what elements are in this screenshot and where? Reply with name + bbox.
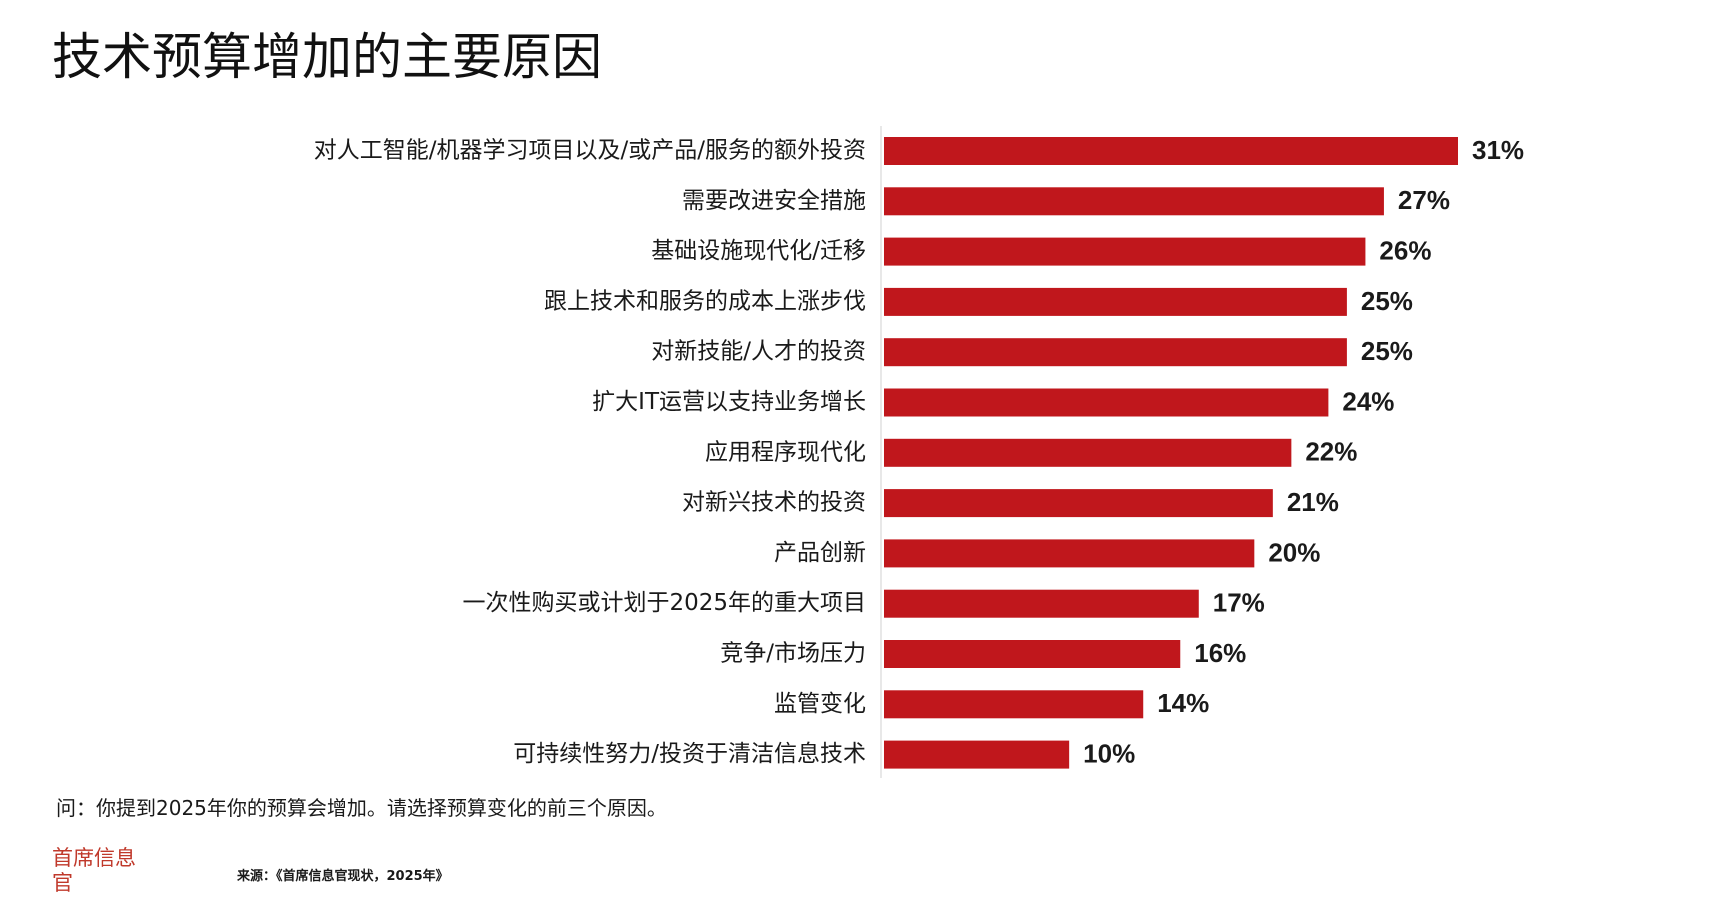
- value-label: 31%: [1472, 135, 1524, 165]
- value-label: 25%: [1361, 286, 1413, 316]
- bar-7: [884, 438, 1292, 467]
- value-label: 14%: [1157, 688, 1209, 718]
- value-label: 24%: [1342, 386, 1394, 416]
- category-label: 应用程序现代化: [705, 439, 866, 465]
- value-label: 25%: [1361, 336, 1413, 366]
- category-label: 可持续性努力/投资于清洁信息技术: [513, 741, 866, 767]
- category-label: 跟上技术和服务的成本上涨步伐: [544, 288, 866, 314]
- category-label: 监管变化: [774, 691, 866, 717]
- value-label: 26%: [1379, 235, 1431, 265]
- bar-4: [884, 287, 1347, 316]
- category-label: 对新兴技术的投资: [682, 490, 866, 516]
- bar-10: [884, 589, 1199, 618]
- value-label: 16%: [1194, 638, 1246, 668]
- brand-logo-text: 首席信息官: [52, 846, 136, 895]
- bar-5: [884, 338, 1347, 367]
- bar-12: [884, 690, 1144, 719]
- value-label: 20%: [1268, 537, 1320, 567]
- category-label: 扩大IT运营以支持业务增长: [592, 389, 866, 415]
- value-label: 10%: [1083, 738, 1135, 768]
- chart-title: 技术预算增加的主要原因: [52, 28, 602, 86]
- source-note: 来源：《首席信息官现状，2025年》: [237, 869, 449, 884]
- bars-group: 对人工智能/机器学习项目以及/或产品/服务的额外投资 31% 需要改进安全措施 27%…: [314, 135, 1524, 769]
- category-label: 对人工智能/机器学习项目以及/或产品/服务的额外投资: [314, 138, 866, 164]
- bar-6: [884, 388, 1329, 417]
- category-label: 基础设施现代化/迁移: [651, 238, 866, 264]
- bar-3: [884, 237, 1366, 266]
- category-label: 对新技能/人才的投资: [651, 339, 866, 365]
- bar-1: [884, 137, 1458, 165]
- bar-2: [884, 187, 1384, 216]
- category-label: 产品创新: [774, 540, 866, 566]
- category-label: 需要改进安全措施: [682, 188, 866, 214]
- category-label: 一次性购买或计划于2025年的重大项目: [462, 590, 866, 616]
- bar-13: [884, 740, 1070, 769]
- value-label: 27%: [1398, 185, 1450, 215]
- category-label: 竞争/市场压力: [720, 641, 866, 667]
- value-label: 21%: [1287, 487, 1339, 517]
- value-label: 22%: [1305, 437, 1357, 467]
- bar-9: [884, 539, 1255, 568]
- bar-8: [884, 489, 1273, 518]
- survey-question: 问：你提到2025年你的预算会增加。请选择预算变化的前三个原因。: [56, 796, 667, 820]
- value-label: 17%: [1213, 588, 1265, 618]
- bar-11: [884, 640, 1181, 668]
